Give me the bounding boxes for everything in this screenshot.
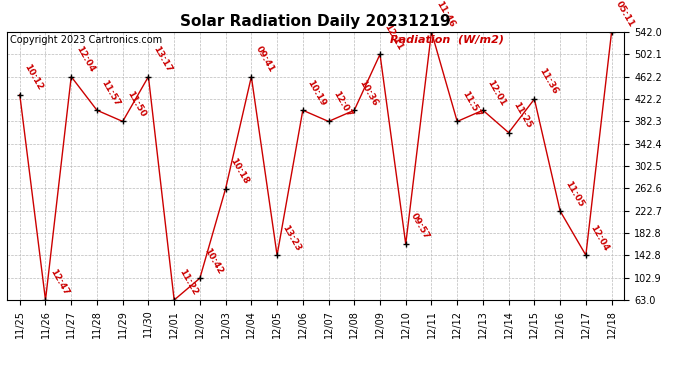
Text: 11:57: 11:57 xyxy=(100,78,122,108)
Text: 11:50: 11:50 xyxy=(126,90,148,118)
Text: 10:42: 10:42 xyxy=(203,246,225,275)
Text: 11:36: 11:36 xyxy=(538,67,560,96)
Title: Solar Radiation Daily 20231219: Solar Radiation Daily 20231219 xyxy=(180,14,451,29)
Text: 11:57: 11:57 xyxy=(460,89,482,118)
Text: Radiation  (W/m2): Radiation (W/m2) xyxy=(390,34,504,45)
Text: 12:47: 12:47 xyxy=(48,268,70,297)
Text: 12:04: 12:04 xyxy=(589,223,611,252)
Text: 10:18: 10:18 xyxy=(228,157,250,186)
Text: 11:05: 11:05 xyxy=(563,179,585,208)
Text: 13:23: 13:23 xyxy=(280,223,302,252)
Text: 12:07: 12:07 xyxy=(331,89,353,118)
Text: 09:41: 09:41 xyxy=(254,45,276,74)
Text: 10:36: 10:36 xyxy=(357,78,379,108)
Text: 12:01: 12:01 xyxy=(486,78,508,108)
Text: 11:22: 11:22 xyxy=(177,268,199,297)
Text: 05:11: 05:11 xyxy=(614,0,636,29)
Text: 13:17: 13:17 xyxy=(151,45,173,74)
Text: 09:57: 09:57 xyxy=(408,212,431,241)
Text: 10:12: 10:12 xyxy=(23,63,45,92)
Text: 11:25: 11:25 xyxy=(511,100,533,130)
Text: 10:19: 10:19 xyxy=(306,78,328,108)
Text: Copyright 2023 Cartronics.com: Copyright 2023 Cartronics.com xyxy=(10,34,162,45)
Text: 12:11: 12:11 xyxy=(383,22,405,51)
Text: 11:46: 11:46 xyxy=(434,0,456,29)
Text: 12:04: 12:04 xyxy=(74,45,96,74)
